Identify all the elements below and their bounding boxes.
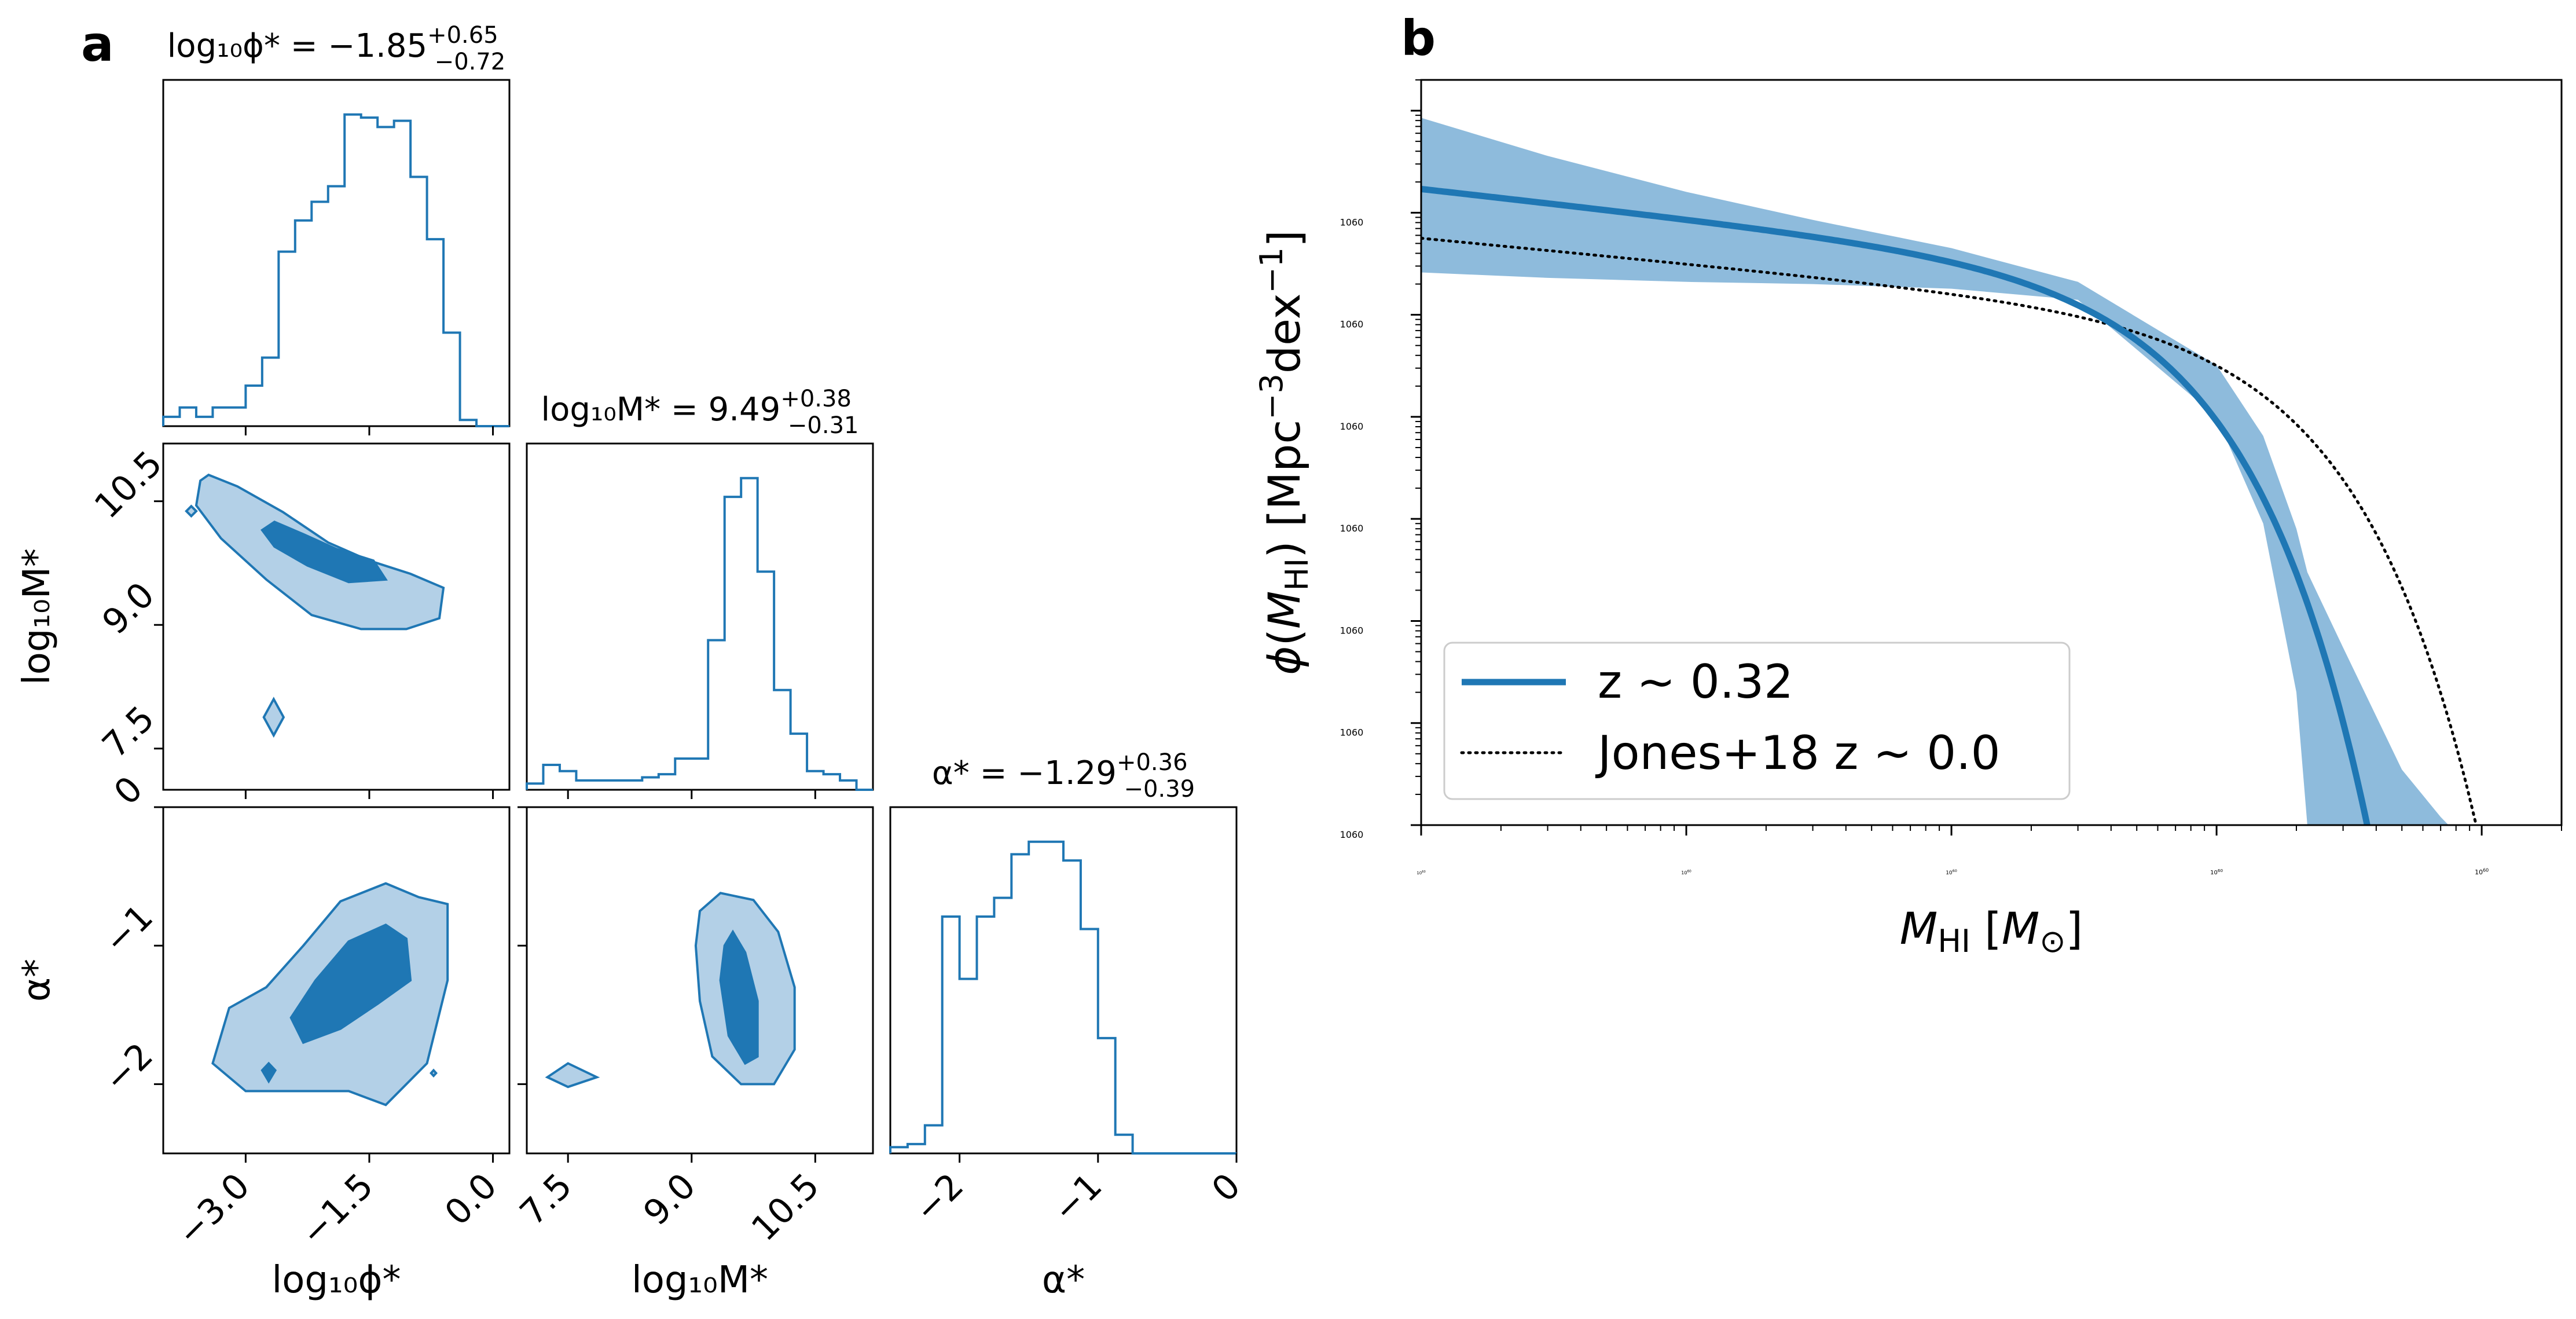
x-tick-label: 1060 (1417, 870, 1425, 875)
x-tick-label: −2 (907, 1166, 971, 1230)
y-tick-label: 10.5 (87, 443, 170, 526)
y-tick-label: 0 (107, 768, 151, 813)
y-tick-label: −1 (96, 897, 161, 962)
plot-area (1421, 118, 2478, 825)
x-tick-label: 1060 (2210, 868, 2223, 876)
x-tick-label: 0.0 (437, 1166, 505, 1233)
contour-island-log10phi-alpha (260, 1061, 277, 1084)
x-tick-label: 0 (1204, 1166, 1249, 1210)
x-axis-label-log10M: log₁₀M* (632, 1259, 768, 1302)
y-tick-label: 9.0 (95, 574, 163, 642)
x-tick-label: 1060 (2475, 867, 2489, 876)
histogram-log10phi (162, 113, 509, 427)
y-tick-label: 1060 (1340, 217, 1364, 228)
legend-box (1443, 642, 2071, 800)
y-tick-label: −2 (96, 1035, 161, 1100)
x-tick-label: 7.5 (512, 1166, 580, 1233)
histogram-alpha (889, 840, 1236, 1155)
x-axis-label: MHI [M⊙] (1900, 903, 2083, 959)
series-line-jones18 (1421, 236, 2478, 825)
hist-title-log10M: log₁₀M* = 9.49+0.38 −0.31 (541, 386, 859, 439)
series-line-z032 (1421, 185, 2370, 825)
hist-frame-alpha (889, 806, 1238, 1155)
plot-frame (1420, 79, 2563, 826)
histogram-log10M (526, 477, 873, 791)
contour-island-log10M-alpha (545, 1062, 600, 1089)
y-tick-label: 1060 (1340, 625, 1364, 636)
y-axis-label-log10M: log₁₀M* (16, 548, 58, 685)
y-tick-label: 7.5 (95, 698, 163, 766)
contour-inner-log10M-alpha (719, 929, 759, 1065)
corner-plot: log₁₀ϕ* = −1.85+0.65 −0.72 log₁₀M* = 9.49+… (16, 22, 1249, 1302)
contour-island-log10phi-alpha (430, 1068, 438, 1078)
legend: z ∼ 0.32 Jones+18 z ∼ 0.0 (1443, 642, 2071, 800)
contour-island-log10phi-log10M (185, 504, 198, 518)
x-tick-label: 1060 (1946, 869, 1957, 876)
panel-a-letter: a (81, 16, 114, 72)
y-tick-label: 1060 (1340, 421, 1364, 432)
x-tick-label: 1060 (1681, 870, 1691, 875)
x-axis-label-log10phi: log₁₀ϕ* (271, 1259, 401, 1302)
hist-title-alpha: α* = −1.29+0.36 −0.39 (932, 749, 1195, 803)
x-tick-label: −1.5 (293, 1166, 381, 1254)
y-tick-label: 1060 (1340, 319, 1364, 330)
contour-frame-log10phi-alpha (162, 806, 511, 1155)
legend-label-jones18: Jones+18 z ∼ 0.0 (1595, 726, 2001, 780)
contour-inner-log10phi-alpha (289, 924, 412, 1045)
hi-mass-function-plot: 1060 1060 1060 1060 1060 1060 1060 1060 1060 1060… (1253, 79, 2563, 959)
hist-frame-log10phi (162, 79, 511, 427)
x-tick-label: 9.0 (636, 1166, 703, 1233)
contour-inner-log10phi-log10M (260, 521, 388, 584)
x-tick-label: 10.5 (744, 1166, 827, 1249)
panel-b-letter: b (1401, 10, 1436, 67)
x-axis-label-alpha: α* (1042, 1259, 1085, 1302)
y-axis-label-alpha: α* (16, 959, 58, 1002)
contour-island-log10phi-log10M (262, 697, 285, 738)
contour-frame-log10phi-log10M (162, 442, 511, 791)
hist-title-log10phi: log₁₀ϕ* = −1.85+0.65 −0.72 (167, 22, 506, 75)
y-tick-label: 1060 (1340, 829, 1364, 840)
x-tick-label: −3.0 (169, 1166, 258, 1254)
hist-frame-log10M (526, 442, 874, 791)
x-tick-label: −1 (1045, 1166, 1110, 1230)
y-tick-label: 1060 (1340, 523, 1364, 534)
y-tick-label: 1060 (1340, 727, 1364, 738)
contour-frame-log10M-alpha (526, 806, 874, 1155)
legend-label-z032: z ∼ 0.32 (1598, 655, 1793, 709)
y-axis-label: ϕ(MHI) [Mpc−3dex−1] (1253, 230, 1315, 675)
